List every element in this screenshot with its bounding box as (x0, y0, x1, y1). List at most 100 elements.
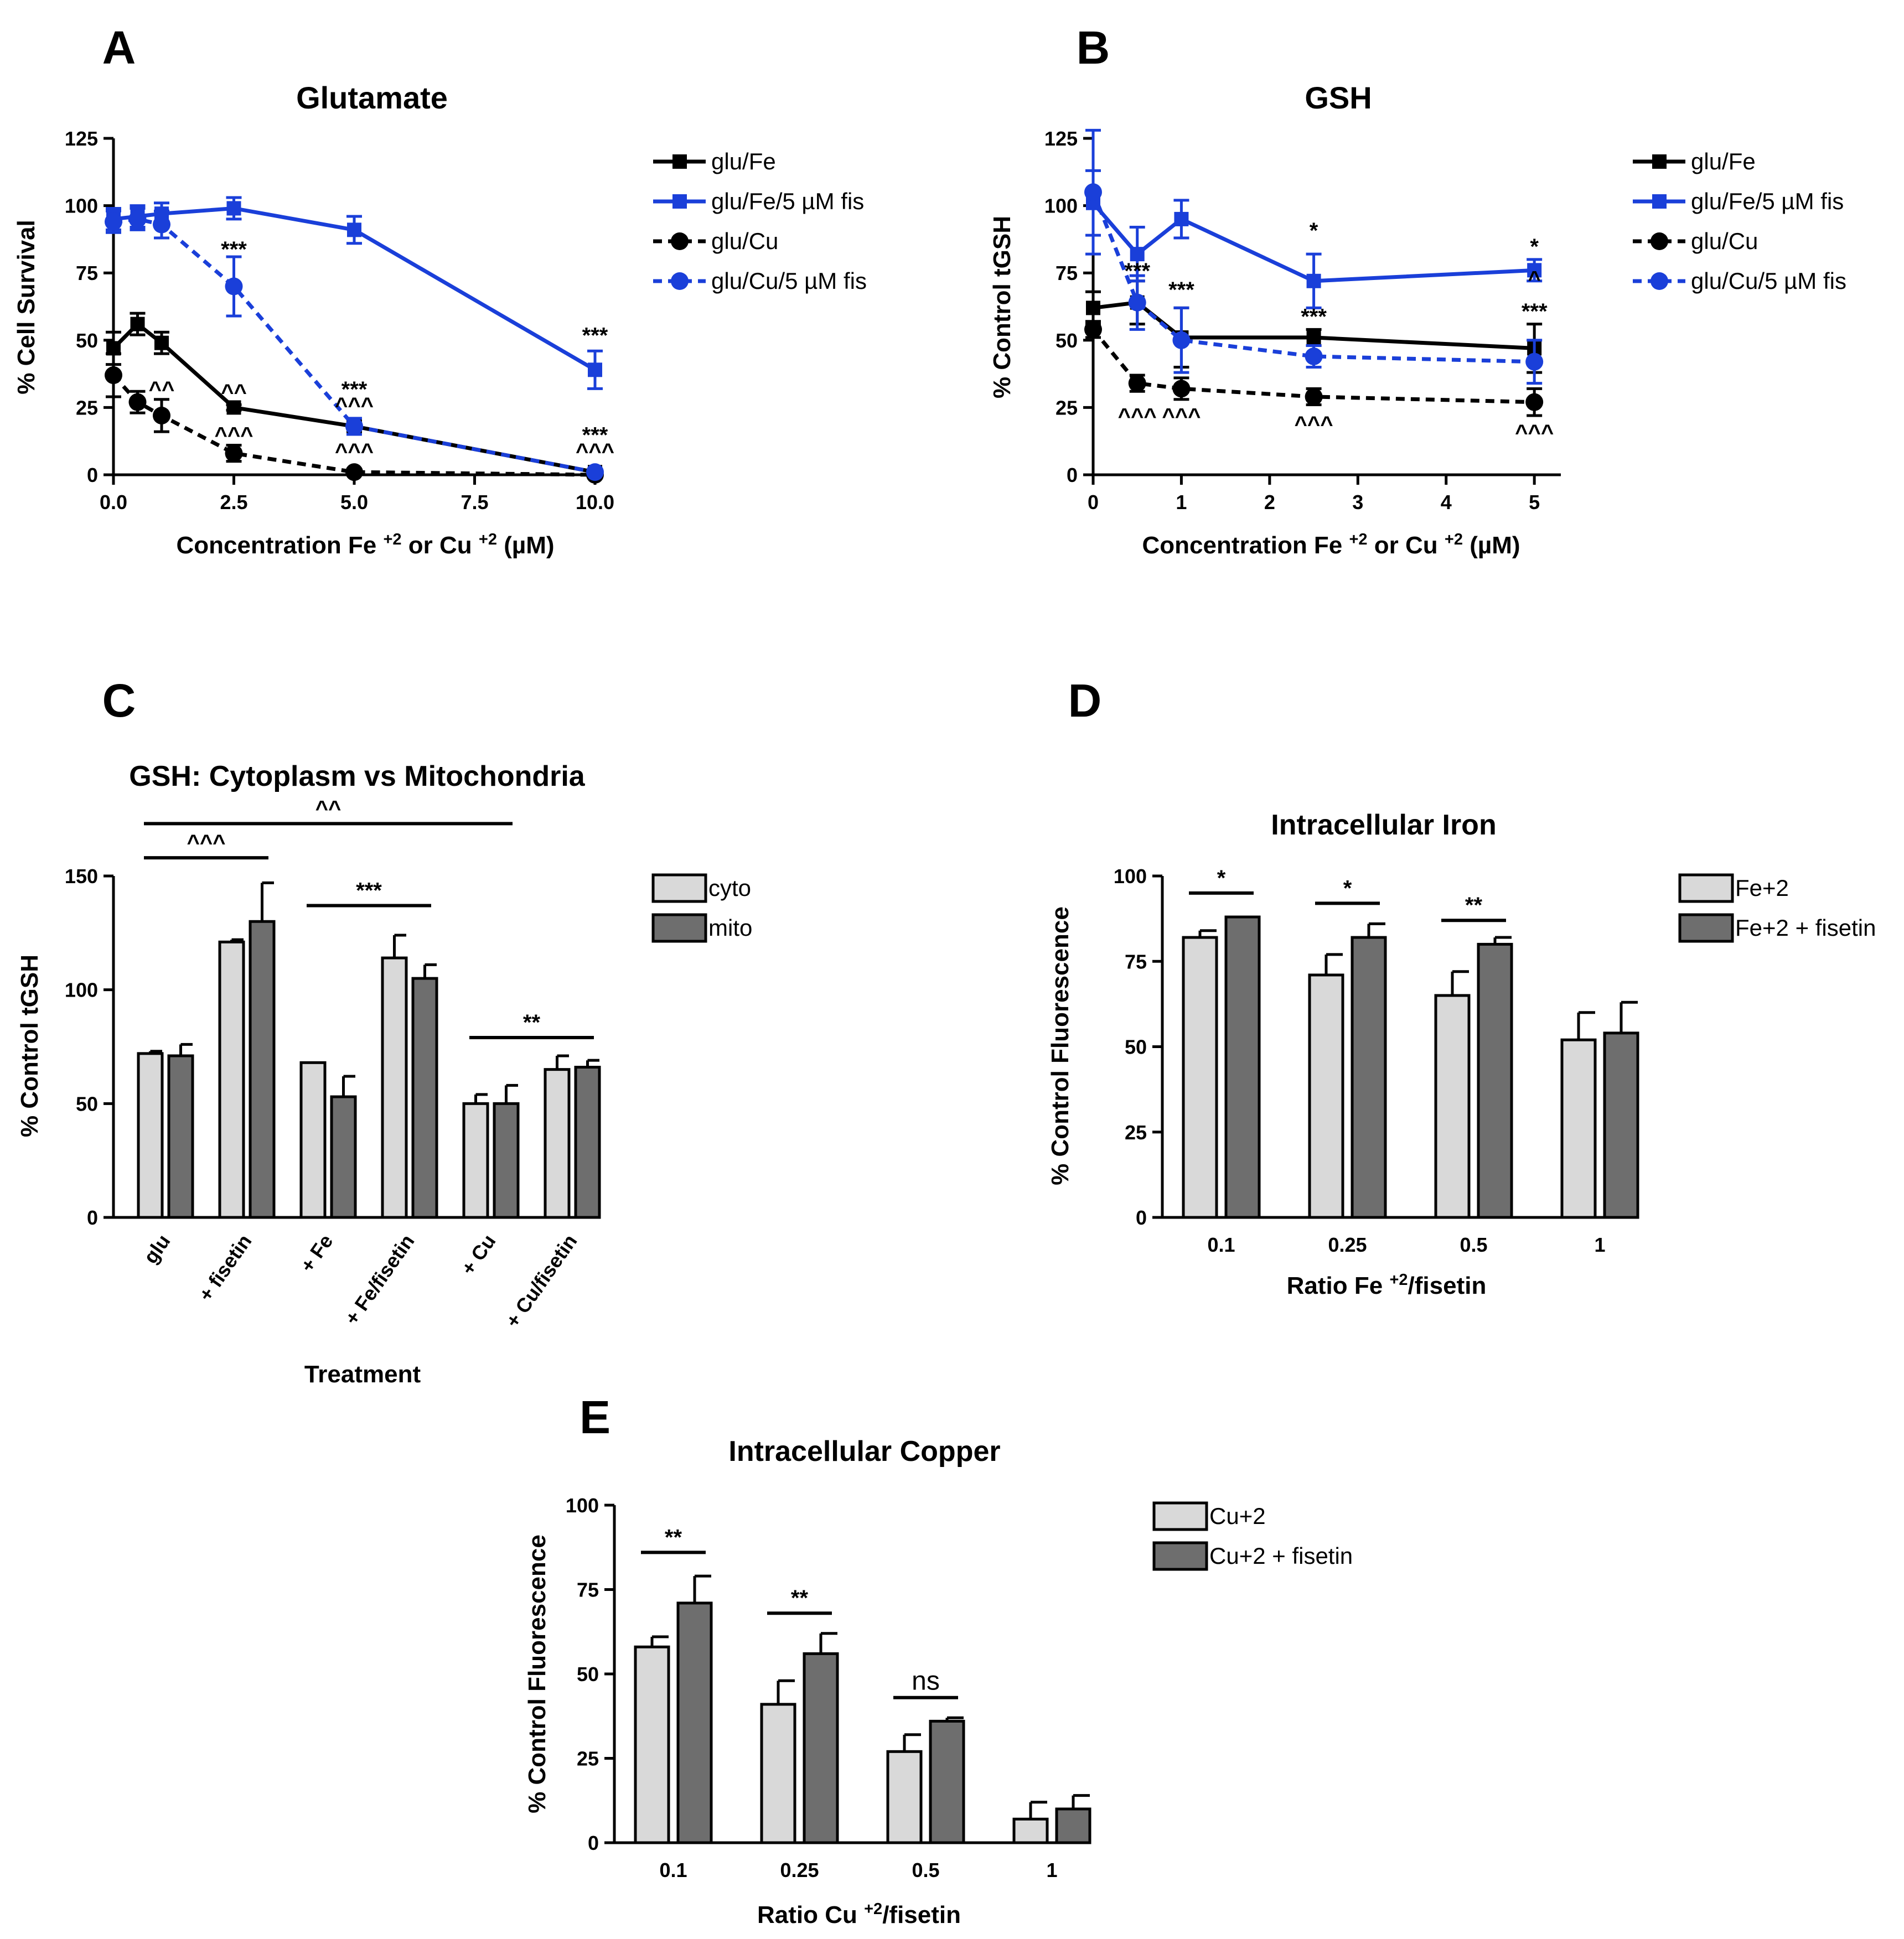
bar-mito (330, 1095, 357, 1219)
significance-mark: ^^^ (187, 831, 225, 855)
bar-mito (167, 1054, 194, 1219)
legend-label: Cu+2 (1209, 1503, 1266, 1529)
y-tick-label: 75 (1056, 262, 1078, 284)
significance-mark: ^^^ (335, 393, 374, 418)
y-tick-label: 0 (588, 1832, 599, 1854)
significance-mark: *** (582, 423, 608, 448)
data-point (1306, 273, 1321, 288)
bar-Fe+2 + fisetin (1477, 942, 1513, 1219)
legend-marker (1651, 272, 1668, 290)
legend-swatch (1152, 1501, 1208, 1531)
y-tick-label: 75 (577, 1579, 599, 1601)
y-tick-label: 25 (577, 1748, 599, 1770)
bar-Cu+2 + fisetin (676, 1601, 713, 1844)
x-tick-label: 0.0 (100, 491, 127, 514)
data-point (1525, 352, 1544, 371)
bar-Cu+2 (760, 1703, 796, 1844)
y-tick-label: 100 (566, 1494, 599, 1517)
series-line-glu/Cu/5 µM fis (1091, 191, 1535, 364)
significance-mark: ** (523, 1010, 541, 1035)
x-tick-label: + Fe (296, 1230, 337, 1276)
significance-mark: *** (342, 377, 368, 402)
x-tick-label: glu (139, 1230, 175, 1268)
y-tick-label: 75 (76, 262, 98, 284)
bar-mito (249, 920, 276, 1219)
significance-mark: ^^ (149, 377, 175, 402)
y-tick-label: 0 (1067, 464, 1078, 486)
significance-mark: * (1310, 219, 1318, 243)
data-point (1305, 387, 1323, 406)
panel-letter-D: D (1068, 675, 1102, 727)
y-tick-label: 50 (76, 1092, 98, 1115)
data-point (347, 222, 361, 237)
chart-title: GSH (1305, 80, 1372, 115)
bar-cyto (381, 956, 408, 1219)
x-tick-label: 1 (1594, 1233, 1605, 1256)
data-point (1305, 347, 1323, 365)
legend-label: Fe+2 + fisetin (1735, 915, 1876, 941)
legend-label: Fe+2 (1735, 875, 1789, 901)
data-point (105, 366, 122, 385)
significance-mark: ^^^ (1162, 405, 1201, 429)
y-tick-label: 100 (1114, 865, 1147, 888)
y-axis-label: % Control Fluorescence (1047, 906, 1074, 1185)
bar-Fe+2 (1560, 1038, 1597, 1219)
y-tick-label: 75 (1125, 950, 1147, 973)
data-point (588, 362, 602, 377)
bar-Cu+2 (634, 1645, 670, 1844)
legend-label: mito (708, 915, 752, 941)
significance-mark: ** (665, 1525, 682, 1549)
y-tick-label: 100 (65, 195, 98, 217)
significance-mark: ^^ (315, 796, 342, 821)
x-tick-label: 0.25 (780, 1859, 819, 1881)
x-tick-label: 2.5 (220, 491, 247, 514)
bar-mito (411, 977, 438, 1219)
significance-mark: *** (1301, 305, 1327, 329)
y-axis-label: % Control tGSH (16, 955, 43, 1137)
data-point (1172, 331, 1191, 349)
significance-mark: ^^^ (335, 439, 374, 464)
x-axis-label: Concentration Fe +2 or Cu +2 (µM) (1142, 531, 1520, 559)
bar-Fe+2 (1434, 994, 1471, 1219)
y-tick-label: 150 (65, 865, 98, 888)
y-tick-label: 50 (577, 1663, 599, 1686)
panel-letter-C: C (102, 675, 136, 727)
y-axis-label: % Control Fluorescence (524, 1534, 551, 1813)
y-tick-label: 0 (87, 464, 98, 486)
significance-mark: ^ (1528, 267, 1540, 292)
legend-label: glu/Cu/5 µM fis (711, 268, 867, 294)
x-axis-label: Ratio Cu +2/fisetin (757, 1900, 961, 1928)
legend-marker (672, 194, 687, 209)
significance-mark: ^^^ (1118, 405, 1157, 429)
significance-mark: * (1530, 235, 1539, 259)
bar-cyto (299, 1061, 327, 1219)
legend-label: glu/Cu/5 µM fis (1691, 268, 1846, 294)
data-point (586, 463, 604, 481)
significance-mark: * (1343, 876, 1352, 900)
bar-Cu+2 + fisetin (1055, 1807, 1091, 1844)
panel-letter-A: A (102, 22, 136, 74)
legend-label: glu/Fe/5 µM fis (1691, 188, 1844, 214)
bar-cyto (462, 1102, 489, 1219)
significance-mark: ** (1465, 893, 1483, 917)
x-tick-label: 4 (1441, 491, 1452, 514)
data-point (153, 406, 170, 424)
y-tick-label: 25 (1125, 1121, 1147, 1144)
y-tick-label: 25 (1056, 396, 1078, 419)
x-tick-label: 0.25 (1328, 1233, 1367, 1256)
bar-Cu+2 (1012, 1817, 1049, 1844)
data-point (105, 212, 122, 231)
bar-Cu+2 + fisetin (929, 1719, 965, 1844)
legend-swatch (1152, 1541, 1208, 1571)
series-line-glu/Cu (1091, 328, 1535, 405)
data-point (128, 393, 147, 411)
x-tick-label: + fisetin (194, 1230, 256, 1305)
legend-swatch (1678, 913, 1734, 943)
y-tick-label: 50 (1056, 329, 1078, 352)
x-tick-label: 1 (1046, 1859, 1057, 1881)
data-point (128, 210, 147, 228)
legend-label: cyto (708, 875, 751, 901)
bar-Cu+2 + fisetin (803, 1652, 839, 1844)
x-tick-label: + Cu/fisetin (501, 1230, 581, 1331)
